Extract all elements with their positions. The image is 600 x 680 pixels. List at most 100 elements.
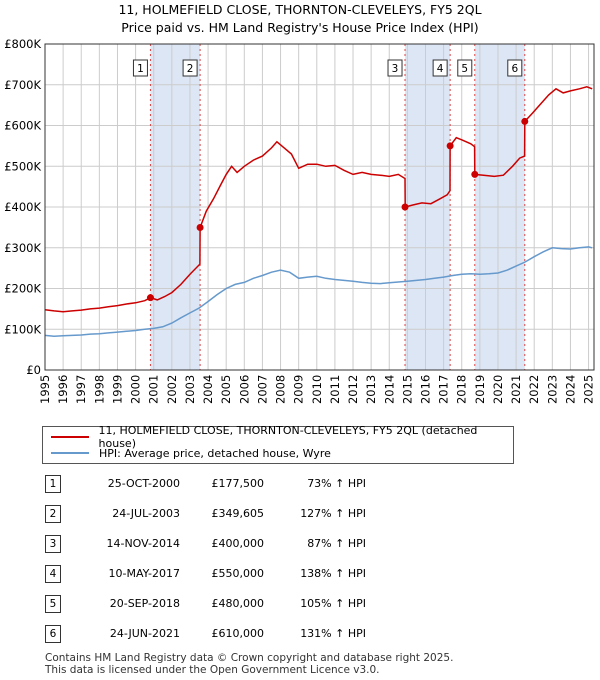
- y-tick-label: £700K: [4, 78, 41, 92]
- x-tick-label: 2008: [274, 375, 288, 404]
- table-row: 6 24-JUN-2021 £610,000 131% ↑ HPI: [0, 625, 600, 645]
- x-tick-label: 2025: [582, 375, 596, 404]
- legend: 11, HOLMEFIELD CLOSE, THORNTON-CLEVELEYS…: [42, 424, 514, 464]
- x-tick-label: 1995: [38, 375, 52, 404]
- row-number: 5: [45, 595, 61, 613]
- sale-point: [196, 224, 204, 232]
- chart-title: 11, HOLMEFIELD CLOSE, THORNTON-CLEVELEYS…: [118, 2, 482, 17]
- sale-label: 5: [461, 63, 468, 75]
- x-tick-label: 2023: [545, 375, 559, 404]
- row-hpi: 73% ↑ HPI: [307, 477, 366, 490]
- y-tick-label: £200K: [4, 282, 41, 296]
- plot-frame: [44, 43, 595, 371]
- x-tick-label: 1999: [110, 375, 124, 404]
- row-hpi: 87% ↑ HPI: [307, 537, 366, 550]
- legend-item-hpi: HPI: Average price, detached house, Wyre: [51, 445, 331, 461]
- sale-label-box: [182, 59, 198, 77]
- sale-label-box: [132, 59, 148, 77]
- row-price: £480,000: [211, 597, 265, 610]
- sale-point: [446, 142, 454, 150]
- y-tick-label: £600K: [4, 119, 41, 133]
- row-number: 2: [45, 505, 61, 523]
- x-tick-label: 2019: [473, 375, 487, 404]
- y-tick-label: £800K: [4, 37, 41, 51]
- row-hpi: 105% ↑ HPI: [300, 597, 366, 610]
- table-row: 2 24-JUL-2003 £349,605 127% ↑ HPI: [0, 505, 600, 525]
- row-number: 6: [45, 625, 61, 643]
- y-tick-label: £100K: [4, 322, 41, 336]
- row-date: 20-SEP-2018: [109, 597, 180, 610]
- table-row: 5 20-SEP-2018 £480,000 105% ↑ HPI: [0, 595, 600, 615]
- x-tick-label: 2013: [364, 375, 378, 404]
- sale-point: [146, 294, 154, 302]
- row-price: £177,500: [211, 477, 265, 490]
- hpi-line: [44, 246, 593, 337]
- x-tick-label: 1998: [92, 375, 106, 404]
- x-tick-label: 2009: [292, 375, 306, 404]
- x-tick-label: 2007: [255, 375, 269, 404]
- y-tick-label: £400K: [4, 200, 41, 214]
- x-tick-label: 2014: [382, 375, 396, 404]
- x-tick-label: 2003: [183, 375, 197, 404]
- y-tick-label: £300K: [4, 241, 41, 255]
- x-tick-label: 2005: [219, 375, 233, 404]
- price-chart: 1 2 3 4 5 6 £0 £100K £200K £300K £400K £500K £600K £7…: [4, 37, 596, 404]
- x-tick-label: 2010: [310, 375, 324, 404]
- row-hpi: 127% ↑ HPI: [300, 507, 366, 520]
- x-tick-label: 2012: [346, 375, 360, 404]
- x-tick-label: 2016: [418, 375, 432, 404]
- row-date: 24-JUN-2021: [109, 627, 180, 640]
- row-price: £349,605: [211, 507, 265, 520]
- x-tick-label: 2021: [509, 375, 523, 404]
- row-date: 14-NOV-2014: [106, 537, 180, 550]
- x-tick-label: 2000: [129, 375, 143, 404]
- x-tick-label: 2002: [165, 375, 179, 404]
- y-tick-label: £500K: [4, 159, 41, 173]
- row-hpi: 138% ↑ HPI: [300, 567, 366, 580]
- x-tick-label: 1997: [74, 375, 88, 404]
- legend-swatch-hpi: [51, 452, 89, 454]
- table-row: 1 25-OCT-2000 £177,500 73% ↑ HPI: [0, 475, 600, 495]
- chart-subtitle: Price paid vs. HM Land Registry's House …: [121, 20, 479, 35]
- table-row: 4 10-MAY-2017 £550,000 138% ↑ HPI: [0, 565, 600, 585]
- sale-label-box: [387, 59, 403, 77]
- sale-label-box: [457, 59, 473, 77]
- x-tick-label: 2015: [400, 375, 414, 404]
- sale-point: [521, 117, 529, 125]
- row-price: £610,000: [211, 627, 265, 640]
- x-tick-label: 2001: [147, 375, 161, 404]
- row-hpi: 131% ↑ HPI: [300, 627, 366, 640]
- x-tick-label: 2017: [437, 375, 451, 404]
- row-number: 4: [45, 565, 61, 583]
- sale-label: 1: [137, 63, 144, 75]
- legend-swatch-price: [51, 436, 89, 438]
- x-tick-label: 2024: [563, 375, 577, 404]
- sale-point: [401, 203, 409, 211]
- row-number: 3: [45, 535, 61, 553]
- table-row: 3 14-NOV-2014 £400,000 87% ↑ HPI: [0, 535, 600, 555]
- x-tick-label: 2004: [201, 375, 215, 404]
- sale-label: 6: [511, 63, 518, 75]
- sale-label: 2: [187, 63, 194, 75]
- sale-label-box: [432, 59, 448, 77]
- y-tick-label: £0: [26, 363, 41, 377]
- sale-label: 4: [437, 63, 444, 75]
- sale-label-box: [507, 59, 523, 77]
- x-tick-label: 2006: [237, 375, 251, 404]
- row-number: 1: [45, 475, 61, 493]
- footer-licence: This data is licensed under the Open Gov…: [45, 664, 380, 676]
- row-date: 10-MAY-2017: [108, 567, 180, 580]
- x-tick-label: 2011: [328, 375, 342, 404]
- x-tick-label: 2020: [491, 375, 505, 404]
- x-tick-label: 1996: [56, 375, 70, 404]
- legend-label-hpi: HPI: Average price, detached house, Wyre: [99, 446, 331, 460]
- footer-copyright: Contains HM Land Registry data © Crown c…: [45, 652, 454, 664]
- sale-point: [471, 170, 479, 178]
- sale-label: 3: [392, 63, 399, 75]
- legend-item-price: 11, HOLMEFIELD CLOSE, THORNTON-CLEVELEYS…: [51, 424, 513, 450]
- legend-label-price: 11, HOLMEFIELD CLOSE, THORNTON-CLEVELEYS…: [98, 424, 478, 450]
- x-tick-label: 2018: [455, 375, 469, 404]
- x-tick-label: 2022: [527, 375, 541, 404]
- row-price: £400,000: [211, 537, 265, 550]
- row-date: 25-OCT-2000: [107, 477, 180, 490]
